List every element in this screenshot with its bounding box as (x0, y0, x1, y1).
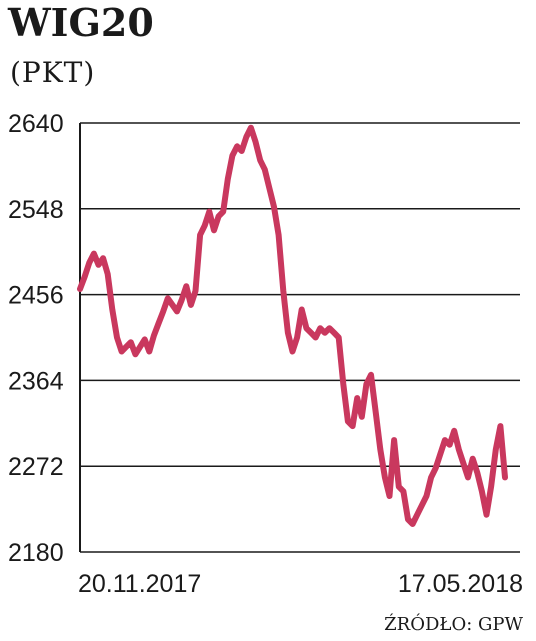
x-start-label: 20.11.2017 (78, 570, 201, 598)
y-tick-label: 2456 (8, 282, 64, 310)
series-group (77, 124, 508, 527)
chart-title: WIG20 (7, 0, 154, 45)
y-axis-tick-labels: 2180 2272 2364 2456 2548 2640 (8, 110, 64, 567)
gridlines (80, 122, 520, 553)
y-tick-label: 2272 (8, 453, 64, 481)
x-end-label: 17.05.2018 (398, 570, 523, 598)
y-tick-label: 2180 (8, 539, 64, 567)
source-note: ŹRÓDŁO: GPW (384, 612, 523, 635)
chart-subtitle: (PKT) (10, 56, 95, 89)
y-tick-label: 2548 (8, 196, 64, 224)
wig20-line (77, 124, 508, 527)
y-tick-label: 2640 (8, 110, 64, 138)
y-tick-label: 2364 (8, 367, 64, 395)
